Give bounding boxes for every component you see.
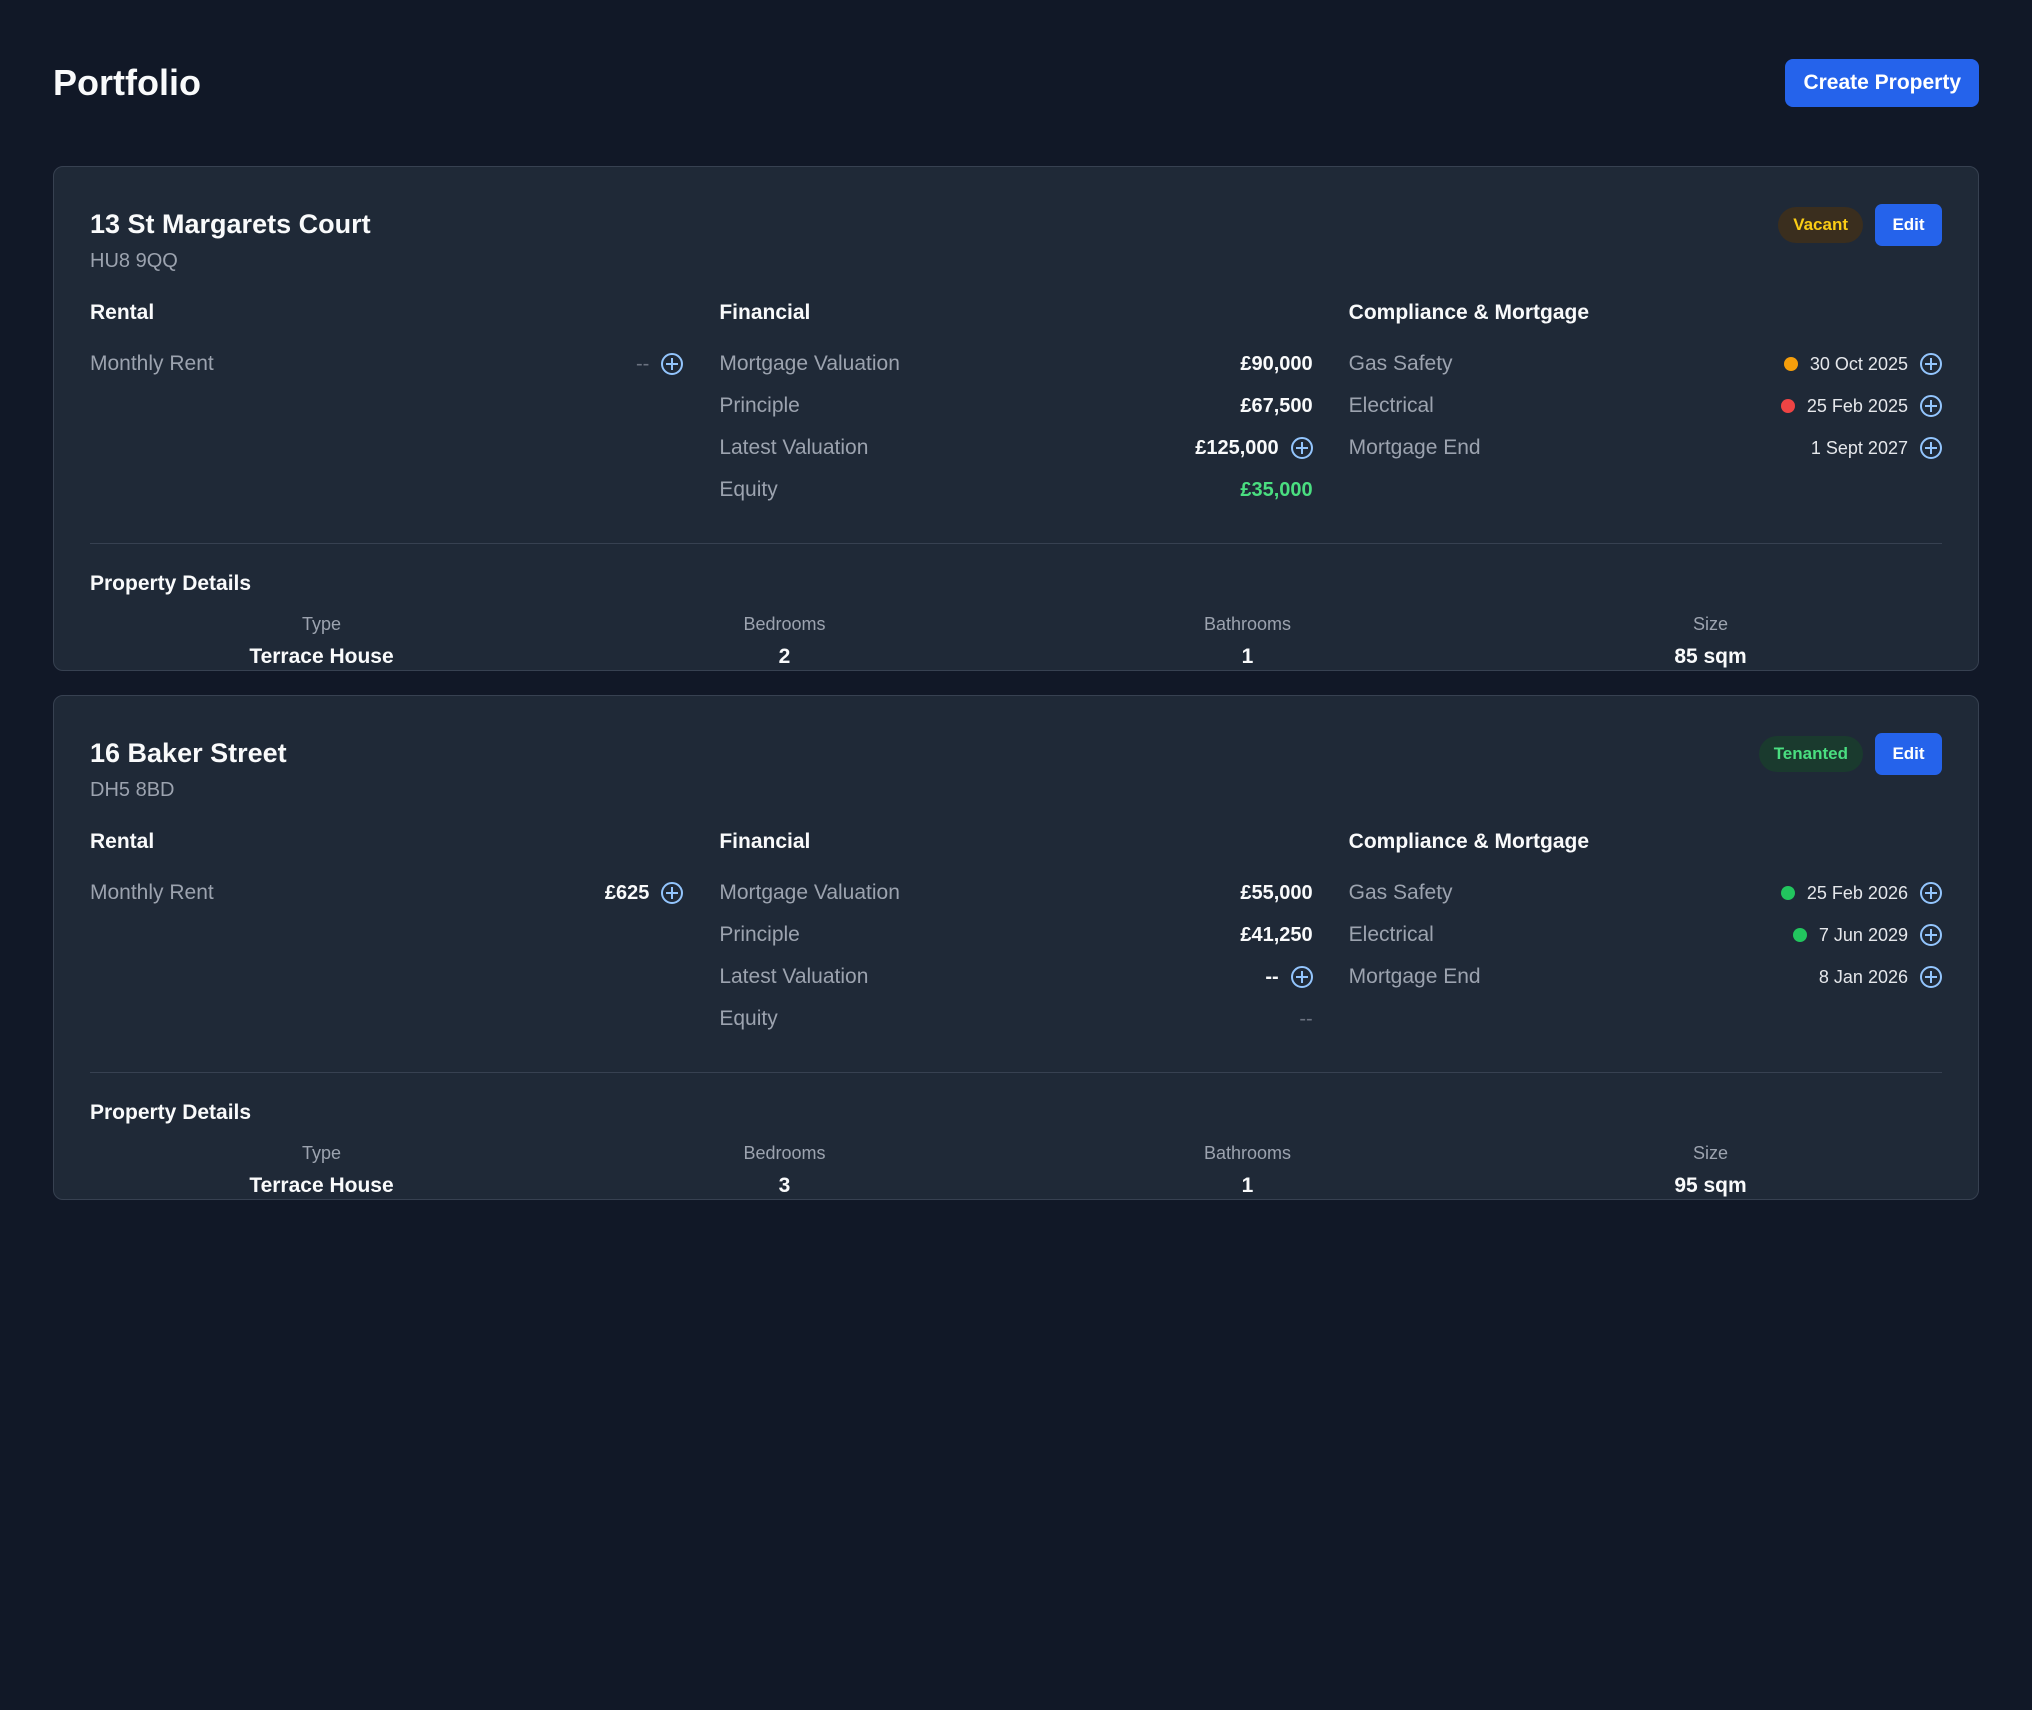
- property-name: 16 Baker Street: [90, 738, 287, 768]
- property-details-heading: Property Details: [90, 1101, 252, 1124]
- gas-safety-status-dot: [1780, 886, 1795, 900]
- electrical-label: Electrical: [1348, 394, 1434, 417]
- monthly-rent-label: Monthly Rent: [90, 352, 214, 375]
- add-mortgage-end-icon[interactable]: [1919, 437, 1942, 459]
- bathrooms-value: 1: [1241, 645, 1254, 668]
- electrical-date: 7 Jun 2029: [1818, 924, 1908, 945]
- gas-safety-label: Gas Safety: [1348, 352, 1453, 375]
- electrical-label: Electrical: [1348, 923, 1434, 946]
- type-label: Type: [301, 1143, 342, 1163]
- bathrooms-label: Bathrooms: [1203, 614, 1292, 634]
- add-gas-safety-icon[interactable]: [1919, 353, 1942, 375]
- bedrooms-value: 3: [778, 1174, 791, 1197]
- mortgage-end-date: 1 Sept 2027: [1810, 437, 1908, 458]
- add-rent-icon[interactable]: [661, 882, 684, 904]
- property-details-heading: Property Details: [90, 572, 252, 595]
- principle-value: £67,500: [1240, 394, 1313, 417]
- status-badge: Vacant: [1778, 207, 1863, 243]
- create-property-button[interactable]: Create Property: [1785, 59, 1979, 107]
- bedrooms-value: 2: [778, 645, 791, 668]
- mortgage-end-label: Mortgage End: [1348, 436, 1481, 459]
- divider: [90, 1072, 1942, 1073]
- property-postcode: HU8 9QQ: [90, 250, 178, 272]
- size-label: Size: [1692, 1143, 1728, 1163]
- bedrooms-label: Bedrooms: [743, 1143, 826, 1163]
- compliance-heading: Compliance & Mortgage: [1348, 830, 1590, 853]
- rental-section: Rental Monthly Rent £625: [90, 830, 684, 1040]
- property-card: 16 Baker Street DH5 8BD Tenanted Edit Re…: [53, 695, 1979, 1200]
- property-details: Type Terrace House Bedrooms 3 Bathrooms …: [90, 1143, 1942, 1198]
- add-electrical-icon[interactable]: [1919, 924, 1942, 946]
- size-label: Size: [1692, 614, 1728, 634]
- financial-heading: Financial: [719, 830, 811, 853]
- principle-label: Principle: [719, 394, 800, 417]
- rental-heading: Rental: [90, 830, 155, 853]
- gas-safety-date: 30 Oct 2025: [1809, 353, 1908, 374]
- latest-valuation-value: --: [1265, 965, 1279, 988]
- bathrooms-value: 1: [1241, 1174, 1254, 1197]
- compliance-section: Compliance & Mortgage Gas Safety 25 Feb …: [1349, 830, 1942, 1040]
- compliance-heading: Compliance & Mortgage: [1348, 301, 1590, 324]
- equity-label: Equity: [719, 1007, 778, 1030]
- monthly-rent-label: Monthly Rent: [90, 881, 214, 904]
- electrical-date: 25 Feb 2025: [1806, 395, 1908, 416]
- electrical-status-dot: [1780, 399, 1795, 413]
- add-valuation-icon[interactable]: [1290, 966, 1313, 988]
- add-electrical-icon[interactable]: [1919, 395, 1942, 417]
- mortgage-end-label: Mortgage End: [1348, 965, 1481, 988]
- latest-valuation-label: Latest Valuation: [719, 436, 869, 459]
- mortgage-valuation-value: £55,000: [1240, 881, 1313, 904]
- divider: [90, 543, 1942, 544]
- financial-section: Financial Mortgage Valuation £55,000 Pri…: [719, 830, 1313, 1040]
- financial-heading: Financial: [719, 301, 811, 324]
- equity-label: Equity: [719, 478, 778, 501]
- page-title: Portfolio: [53, 62, 201, 103]
- add-mortgage-end-icon[interactable]: [1919, 966, 1942, 988]
- add-gas-safety-icon[interactable]: [1919, 882, 1942, 904]
- type-value: Terrace House: [249, 1174, 394, 1197]
- page-header: Portfolio Create Property: [53, 0, 1979, 166]
- mortgage-valuation-label: Mortgage Valuation: [719, 352, 900, 375]
- mortgage-end-date: 8 Jan 2026: [1818, 966, 1908, 987]
- monthly-rent-value: £625: [604, 881, 650, 904]
- property-details: Type Terrace House Bedrooms 2 Bathrooms …: [90, 614, 1942, 669]
- monthly-rent-value: --: [636, 352, 650, 375]
- equity-value: £35,000: [1240, 478, 1313, 501]
- mortgage-valuation-value: £90,000: [1240, 352, 1313, 375]
- equity-value: --: [1299, 1007, 1313, 1030]
- size-value: 85 sqm: [1674, 645, 1747, 668]
- size-value: 95 sqm: [1674, 1174, 1747, 1197]
- mortgage-valuation-label: Mortgage Valuation: [719, 881, 900, 904]
- type-value: Terrace House: [249, 645, 394, 668]
- gas-safety-date: 25 Feb 2026: [1806, 882, 1908, 903]
- add-valuation-icon[interactable]: [1290, 437, 1313, 459]
- principle-label: Principle: [719, 923, 800, 946]
- rental-heading: Rental: [90, 301, 155, 324]
- principle-value: £41,250: [1240, 923, 1313, 946]
- gas-safety-status-dot: [1783, 357, 1798, 371]
- edit-button[interactable]: Edit: [1875, 733, 1942, 775]
- portfolio-page: Portfolio Create Property 13 St Margaret…: [0, 0, 2032, 1200]
- compliance-section: Compliance & Mortgage Gas Safety 30 Oct …: [1349, 301, 1942, 511]
- bathrooms-label: Bathrooms: [1203, 1143, 1292, 1163]
- financial-section: Financial Mortgage Valuation £90,000 Pri…: [719, 301, 1313, 511]
- type-label: Type: [301, 614, 342, 634]
- add-rent-icon[interactable]: [661, 353, 684, 375]
- latest-valuation-label: Latest Valuation: [719, 965, 869, 988]
- status-badge: Tenanted: [1758, 736, 1863, 772]
- property-postcode: DH5 8BD: [90, 779, 175, 801]
- bedrooms-label: Bedrooms: [743, 614, 826, 634]
- electrical-status-dot: [1792, 928, 1807, 942]
- latest-valuation-value: £125,000: [1195, 436, 1279, 459]
- rental-section: Rental Monthly Rent --: [90, 301, 684, 511]
- property-card: 13 St Margarets Court HU8 9QQ Vacant Edi…: [53, 166, 1979, 671]
- edit-button[interactable]: Edit: [1875, 204, 1942, 246]
- property-name: 13 St Margarets Court: [90, 209, 371, 239]
- gas-safety-label: Gas Safety: [1348, 881, 1453, 904]
